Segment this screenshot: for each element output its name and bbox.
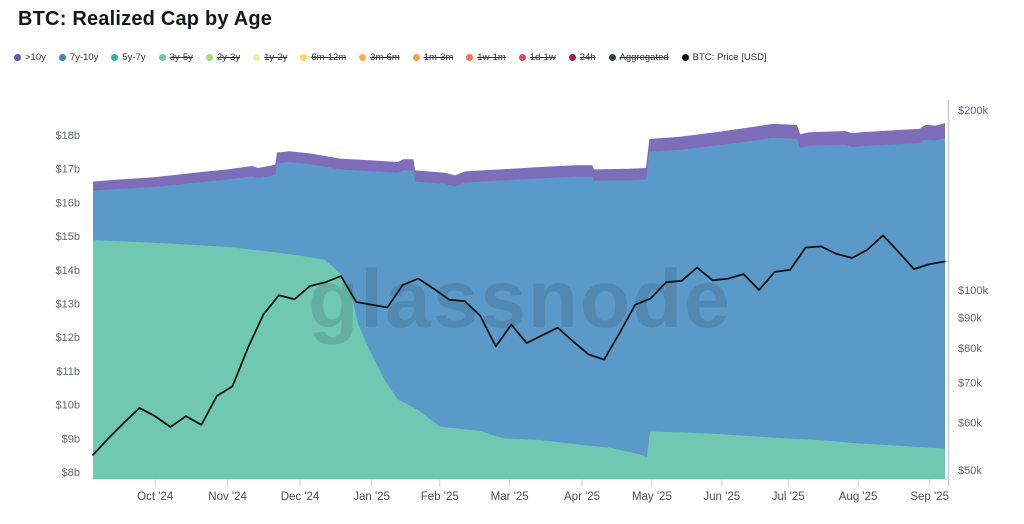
legend-dot-icon [14, 54, 21, 61]
y-axis-label-right: $90k [958, 312, 982, 324]
area-5y-7y [93, 240, 945, 479]
legend-dot-icon [568, 54, 576, 61]
legend-item-aggregated[interactable]: Aggregated [608, 52, 669, 63]
legend-item-24h[interactable]: 24h [568, 52, 596, 63]
y-axis-label-right: $60k [958, 418, 982, 430]
legend-label: 1w-1m [477, 52, 506, 63]
legend-dot-icon [608, 54, 616, 61]
legend-label: 1d-1w [529, 52, 556, 63]
legend-dot-icon [412, 54, 420, 61]
legend-item-btc-price-usd[interactable]: BTC: Price [USD] [681, 52, 767, 63]
legend-label: 5y-7y [122, 52, 146, 63]
legend-label: 2y-3y [216, 52, 241, 63]
legend-dot-icon [681, 54, 689, 61]
y-axis-label-left: $10b [56, 400, 80, 412]
legend-dot-icon [58, 54, 66, 61]
y-axis-label-left: $15b [56, 231, 80, 243]
x-axis-label: Feb '25 [421, 491, 459, 503]
x-axis-label: Dec '24 [281, 491, 320, 503]
legend-dot-icon [205, 54, 213, 61]
legend-label: BTC: Price [USD] [692, 52, 767, 63]
y-axis-label-right: $80k [958, 343, 982, 355]
x-axis-label: Jan '25 [353, 491, 390, 503]
y-axis-label-left: $9b [62, 433, 80, 445]
x-axis-label: Sep '25 [910, 491, 949, 503]
y-axis-label-right: $200k [958, 105, 988, 117]
btc-price-line [92, 234, 946, 456]
legend-item-1w-1m[interactable]: 1w-1m [466, 52, 506, 63]
y-axis-label-left: $11b [56, 366, 80, 378]
legend-label: 1m-3m [423, 52, 454, 63]
legend-item-5y-7y[interactable]: 5y-7y [111, 52, 146, 63]
legend-dot-icon [359, 54, 367, 61]
legend-item-1d-1w[interactable]: 1d-1w [518, 52, 556, 63]
y-axis-label-left: $18b [56, 130, 80, 142]
x-axis-label: Jul '25 [772, 491, 805, 503]
y-axis-label-left: $13b [56, 299, 80, 311]
legend-item-7y-10y[interactable]: 7y-10y [58, 52, 99, 63]
legend-item-3y-5y[interactable]: 3y-5y [158, 52, 193, 63]
y-axis-label-right: $70k [958, 378, 982, 390]
legend-dot-icon [158, 54, 166, 61]
legend-label: Aggregated [619, 52, 669, 63]
legend-label: >10y [25, 52, 46, 63]
legend: >10y 7y-10y 5y-7y 3y-5y 2y-3y 1y-2y 6m-12m 3m-6… [14, 52, 767, 63]
legend-item-1m-3m[interactable]: 1m-3m [412, 52, 454, 63]
legend-item-3m-6m[interactable]: 3m-6m [359, 52, 400, 63]
legend-label: 7y-10y [69, 52, 99, 63]
x-axis-label: May '25 [632, 491, 672, 503]
y-axis-label-right: $50k [958, 465, 982, 477]
x-axis-label: Oct '24 [137, 491, 174, 503]
legend-dot-icon [300, 54, 308, 61]
legend-label: 24h [579, 52, 596, 63]
legend-label: 3y-5y [169, 52, 193, 63]
legend-item-1y-2y[interactable]: 1y-2y [253, 52, 287, 63]
legend-dot-icon [466, 54, 474, 61]
legend-item-2y-3y[interactable]: 2y-3y [205, 52, 241, 63]
legend-label: 3m-6m [370, 52, 400, 63]
x-axis-label: Nov '24 [208, 491, 247, 503]
page-title: BTC: Realized Cap by Age [18, 8, 273, 30]
legend-dot-icon [518, 54, 526, 61]
y-axis-label-left: $16b [56, 197, 80, 209]
y-axis-label-left: $12b [56, 332, 80, 344]
x-axis-label: Jun '25 [703, 491, 740, 503]
legend-item-6m-12m[interactable]: 6m-12m [300, 52, 346, 63]
y-axis-label-left: $17b [56, 164, 80, 176]
legend-label: 6m-12m [311, 52, 347, 63]
watermark: glassnode [308, 254, 732, 345]
y-axis-label-left: $8b [62, 467, 80, 479]
y-axis-label-left: $14b [56, 265, 80, 277]
legend-dot-icon [253, 54, 261, 61]
legend-label: 1y-2y [264, 52, 288, 63]
legend-dot-icon [111, 54, 119, 61]
legend-item-10y[interactable]: >10y [14, 52, 46, 63]
x-axis-label: Apr '25 [564, 491, 600, 503]
x-axis-label: Mar '25 [491, 491, 529, 503]
y-axis-label-right: $100k [958, 285, 988, 297]
x-axis-label: Aug '25 [839, 491, 878, 503]
